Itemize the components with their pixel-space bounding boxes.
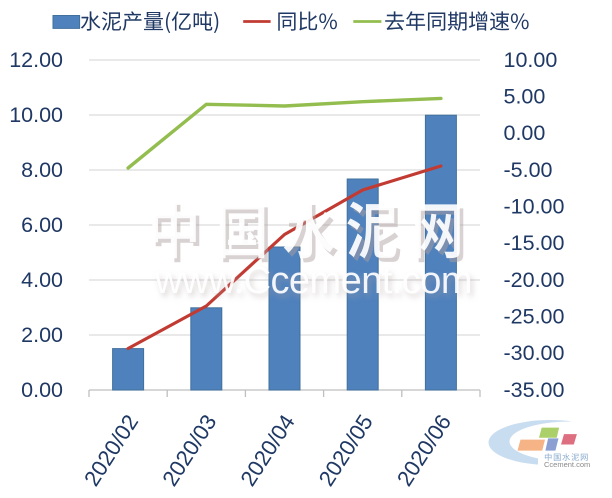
svg-text:10.00: 10.00	[504, 48, 558, 72]
svg-text:2.00: 2.00	[21, 323, 63, 347]
svg-text:Ccement.com: Ccement.com	[544, 460, 590, 469]
svg-text:-25.00: -25.00	[504, 305, 565, 329]
svg-text:5.00: 5.00	[504, 85, 546, 109]
svg-text:-15.00: -15.00	[504, 231, 565, 255]
svg-text:-20.00: -20.00	[504, 268, 565, 292]
svg-text:10.00: 10.00	[9, 103, 63, 127]
svg-text:-35.00: -35.00	[504, 378, 565, 402]
svg-text:4.00: 4.00	[21, 268, 63, 292]
svg-text:12.00: 12.00	[9, 48, 63, 72]
svg-text:8.00: 8.00	[21, 158, 63, 182]
svg-text:0.00: 0.00	[21, 378, 63, 402]
svg-text:www.Ccement.com: www.Ccement.com	[154, 260, 472, 302]
svg-text:-30.00: -30.00	[504, 341, 565, 365]
svg-text:-5.00: -5.00	[504, 158, 553, 182]
svg-text:-10.00: -10.00	[504, 195, 565, 219]
svg-text:0.00: 0.00	[504, 121, 546, 145]
svg-text:6.00: 6.00	[21, 213, 63, 237]
